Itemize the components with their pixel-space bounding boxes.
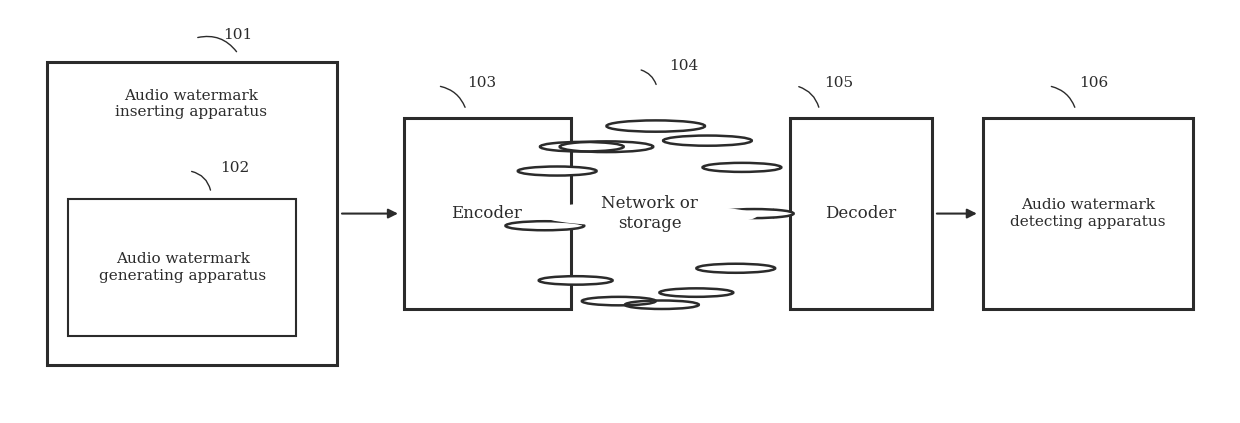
Ellipse shape xyxy=(703,163,781,172)
Ellipse shape xyxy=(559,141,653,152)
Bar xyxy=(404,118,570,309)
Bar xyxy=(790,118,931,309)
Text: 103: 103 xyxy=(467,76,496,90)
Text: Audio watermark
detecting apparatus: Audio watermark detecting apparatus xyxy=(1011,198,1166,229)
Ellipse shape xyxy=(697,264,775,273)
Bar xyxy=(47,62,337,365)
Ellipse shape xyxy=(506,221,584,230)
Ellipse shape xyxy=(582,297,656,305)
Ellipse shape xyxy=(625,300,699,309)
Bar xyxy=(983,118,1193,309)
Text: Audio watermark
inserting apparatus: Audio watermark inserting apparatus xyxy=(115,88,268,119)
Text: 102: 102 xyxy=(219,161,249,175)
Ellipse shape xyxy=(663,135,751,146)
Ellipse shape xyxy=(539,142,624,151)
Ellipse shape xyxy=(518,167,596,176)
Text: 106: 106 xyxy=(1079,76,1109,90)
Ellipse shape xyxy=(660,288,733,297)
Text: Audio watermark
generating apparatus: Audio watermark generating apparatus xyxy=(99,253,267,283)
Text: 104: 104 xyxy=(670,59,698,73)
Ellipse shape xyxy=(542,205,758,227)
Ellipse shape xyxy=(538,276,613,285)
Text: 105: 105 xyxy=(825,76,853,90)
Text: Encoder: Encoder xyxy=(451,205,522,222)
Text: 101: 101 xyxy=(223,28,253,42)
Text: Decoder: Decoder xyxy=(825,205,895,222)
Ellipse shape xyxy=(714,209,794,218)
Ellipse shape xyxy=(606,121,706,132)
Bar xyxy=(68,199,296,336)
Text: Network or
storage: Network or storage xyxy=(601,195,698,232)
Ellipse shape xyxy=(538,201,760,226)
